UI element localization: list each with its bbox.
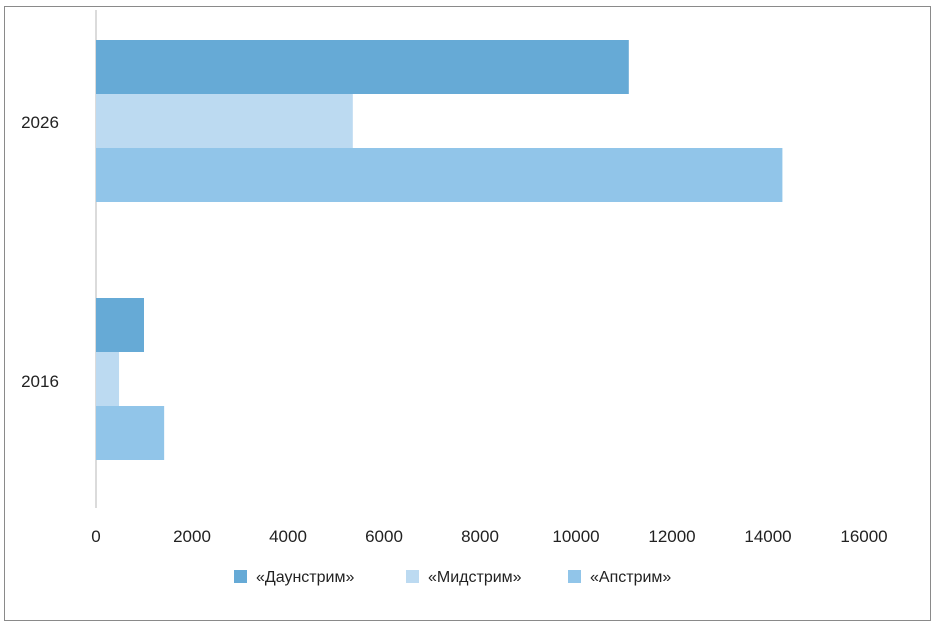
- legend-label: «Мидстрим»: [428, 569, 522, 586]
- x-tick-label: 6000: [365, 527, 403, 546]
- bar-2026-3: [96, 148, 783, 202]
- x-tick-label: 16000: [840, 527, 887, 546]
- bar-2016-3: [96, 406, 165, 460]
- legend-swatch: [234, 570, 247, 583]
- x-tick-label: 8000: [461, 527, 499, 546]
- y-tick-label: 2026: [21, 113, 59, 132]
- legend-label: «Даунстрим»: [256, 569, 354, 586]
- x-tick-label: 2000: [173, 527, 211, 546]
- bar-2026-1: [96, 40, 629, 94]
- legend-label: «Апстрим»: [590, 569, 671, 586]
- legend-swatch: [406, 570, 419, 583]
- legend-swatch: [568, 570, 581, 583]
- y-tick-label: 2016: [21, 372, 59, 391]
- bar-2016-1: [96, 298, 144, 352]
- x-tick-label: 14000: [744, 527, 791, 546]
- bar-2016-2: [96, 352, 120, 406]
- x-tick-label: 0: [91, 527, 100, 546]
- x-tick-label: 10000: [552, 527, 599, 546]
- x-tick-label: 4000: [269, 527, 307, 546]
- x-tick-label: 12000: [648, 527, 695, 546]
- bar-2026-2: [96, 94, 353, 148]
